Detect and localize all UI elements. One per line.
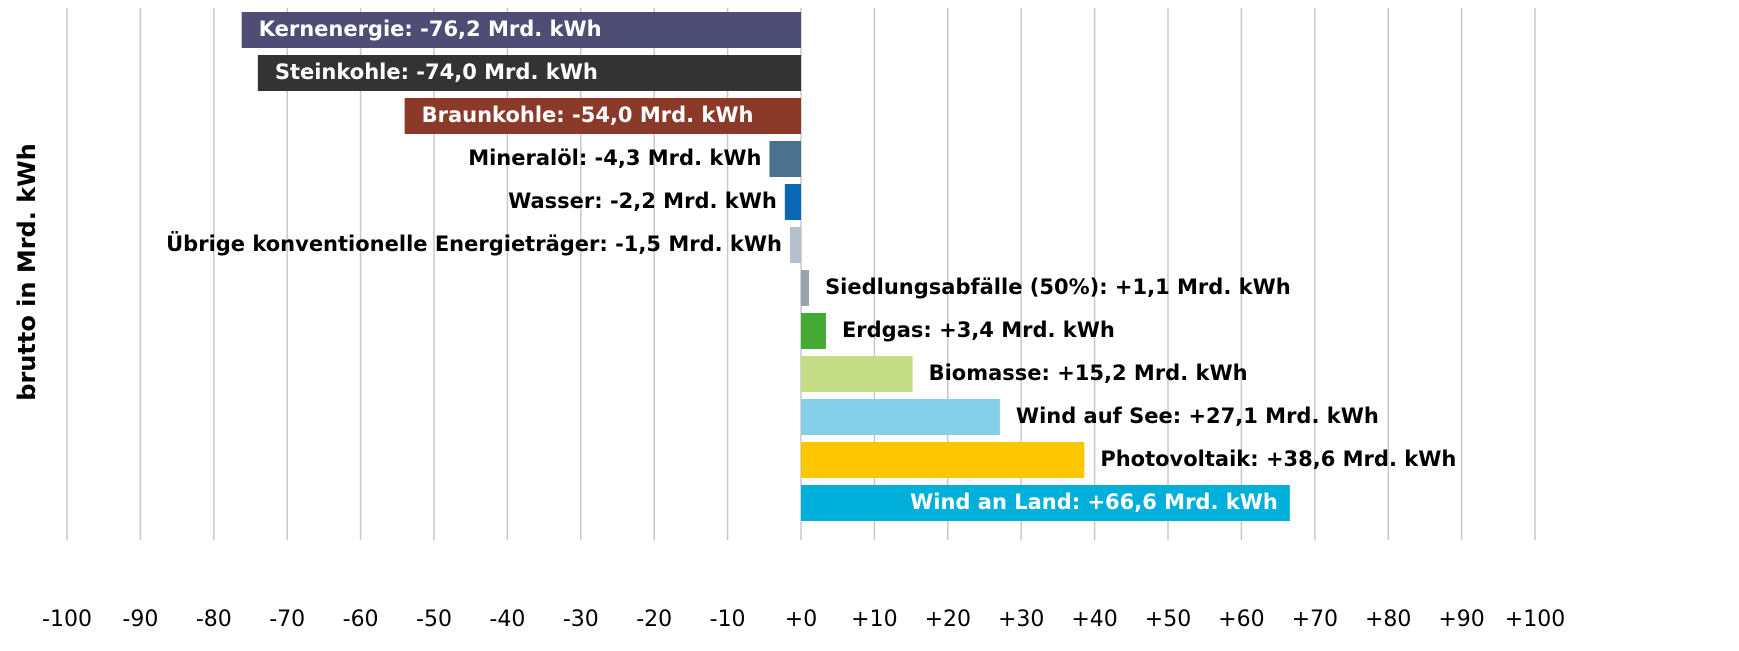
bar	[769, 141, 801, 177]
x-tick-label: +80	[1365, 607, 1411, 632]
bar	[801, 313, 826, 349]
data-label: Erdgas: +3,4 Mrd. kWh	[842, 318, 1115, 342]
bar	[801, 399, 1000, 435]
x-tick-label: -80	[196, 607, 232, 632]
x-tick-label: +10	[851, 607, 897, 632]
x-tick-label: +30	[998, 607, 1044, 632]
x-tick-label: +90	[1438, 607, 1484, 632]
x-tick-label: +50	[1145, 607, 1191, 632]
x-tick-label: +60	[1218, 607, 1264, 632]
x-tick-label: -100	[42, 607, 92, 632]
data-label: Wind auf See: +27,1 Mrd. kWh	[1016, 404, 1379, 428]
bar	[801, 485, 1290, 521]
bar	[241, 12, 801, 48]
bar	[801, 356, 913, 392]
x-tick-label: +0	[785, 607, 817, 632]
x-tick-label: +70	[1292, 607, 1338, 632]
data-label: Steinkohle: -74,0 Mrd. kWh	[275, 60, 598, 84]
data-label: Biomasse: +15,2 Mrd. kWh	[929, 361, 1248, 385]
data-label: Braunkohle: -54,0 Mrd. kWh	[422, 103, 754, 127]
data-label: Kernenergie: -76,2 Mrd. kWh	[259, 17, 602, 41]
x-tick-label: +100	[1505, 607, 1565, 632]
data-label: Übrige konventionelle Energieträger: -1,…	[166, 231, 782, 256]
x-tick-label: -50	[416, 607, 452, 632]
bar	[404, 98, 801, 134]
bar	[801, 442, 1085, 478]
bar	[784, 184, 801, 220]
data-label: Wasser: -2,2 Mrd. kWh	[508, 189, 777, 213]
data-label: Wind an Land: +66,6 Mrd. kWh	[910, 490, 1278, 514]
x-tick-label: -40	[489, 607, 525, 632]
data-label: Siedlungsabfälle (50%): +1,1 Mrd. kWh	[825, 275, 1291, 299]
x-tick-label: -60	[343, 607, 379, 632]
bar	[257, 55, 802, 91]
x-tick-label: +20	[925, 607, 971, 632]
x-tick-label: -20	[636, 607, 672, 632]
x-tick-label: -70	[269, 607, 305, 632]
x-tick-label: -90	[122, 607, 158, 632]
x-tick-label: -30	[563, 607, 599, 632]
data-label: Mineralöl: -4,3 Mrd. kWh	[468, 146, 761, 170]
y-axis-label: brutto in Mrd. kWh	[13, 143, 41, 400]
data-label: Photovoltaik: +38,6 Mrd. kWh	[1100, 447, 1456, 471]
bar	[789, 227, 801, 263]
bar	[801, 270, 810, 306]
x-tick-label: +40	[1071, 607, 1117, 632]
x-tick-label: -10	[710, 607, 746, 632]
